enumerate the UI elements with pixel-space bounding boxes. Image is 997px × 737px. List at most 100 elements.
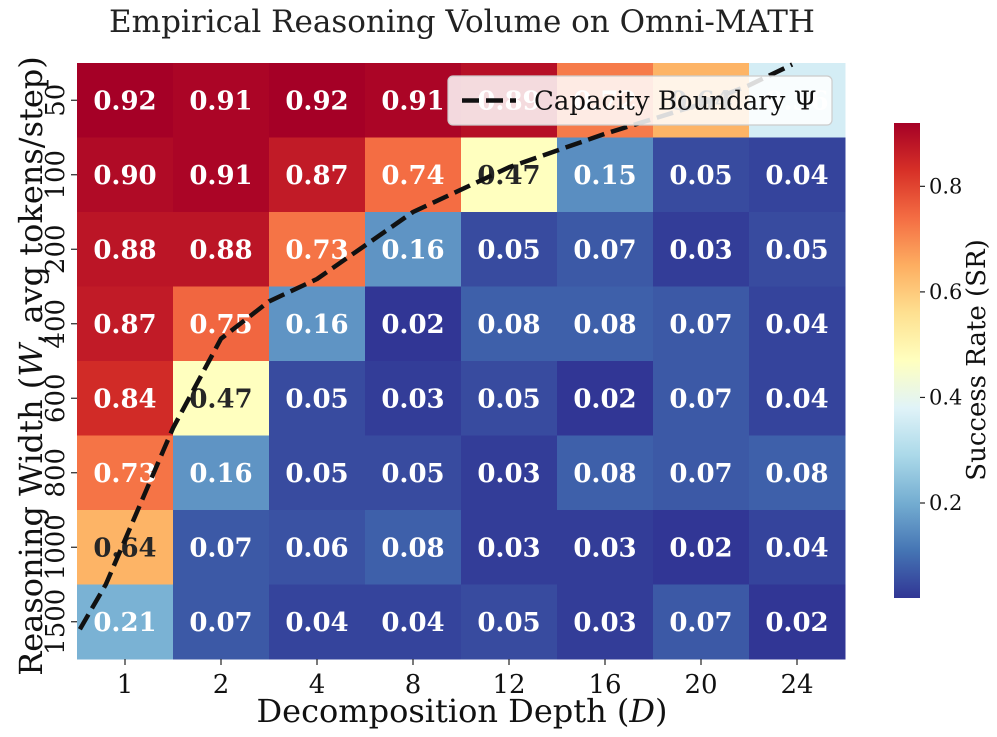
heatmap-cell bbox=[269, 435, 366, 511]
cell-value-label: 0.04 bbox=[765, 384, 828, 414]
cell-value-label: 0.04 bbox=[765, 310, 828, 340]
heatmap-cell bbox=[749, 584, 846, 660]
cell-value-label: 0.05 bbox=[669, 161, 732, 191]
heatmap-cell bbox=[365, 137, 462, 213]
heatmap-cell bbox=[269, 63, 366, 138]
cell-value-label: 0.04 bbox=[765, 161, 828, 191]
heatmap-cell bbox=[173, 212, 270, 287]
cell-value-label: 0.47 bbox=[189, 384, 252, 414]
cell-value-label: 0.05 bbox=[765, 235, 828, 265]
heatmap-cell bbox=[269, 584, 366, 660]
heatmap-cell bbox=[461, 137, 558, 213]
heatmap-cell-labels: 0.920.910.920.910.890.720.640.360.900.91… bbox=[93, 86, 828, 638]
heatmap-cell bbox=[173, 510, 270, 585]
cell-value-label: 0.90 bbox=[93, 161, 156, 191]
heatmap-cell bbox=[461, 212, 558, 287]
cell-value-label: 0.05 bbox=[477, 608, 540, 638]
heatmap-cell bbox=[461, 286, 558, 362]
cell-value-label: 0.88 bbox=[189, 235, 252, 265]
heatmap-cell bbox=[77, 63, 174, 138]
chart-legend: Capacity Boundary Ψ bbox=[447, 75, 833, 126]
heatmap-cell bbox=[77, 584, 174, 660]
cell-value-label: 0.87 bbox=[285, 161, 348, 191]
y-tick-label: 800 bbox=[41, 448, 71, 498]
heatmap-cell bbox=[461, 361, 558, 436]
heatmap-cell bbox=[269, 212, 366, 287]
cell-value-label: 0.16 bbox=[189, 459, 252, 489]
heatmap-cell bbox=[653, 510, 750, 585]
heatmap-cell bbox=[173, 286, 270, 362]
heatmap-cells bbox=[77, 63, 846, 660]
cell-value-label: 0.07 bbox=[189, 608, 252, 638]
cell-value-label: 0.05 bbox=[477, 384, 540, 414]
y-tick-label: 400 bbox=[41, 299, 71, 349]
colorbar: 0.2 0.4 0.6 0.8 bbox=[894, 123, 962, 598]
x-tick-label: 8 bbox=[405, 670, 422, 700]
cell-value-label: 0.03 bbox=[477, 459, 540, 489]
heatmap-cell bbox=[557, 584, 654, 660]
heatmap-cell bbox=[749, 286, 846, 362]
cell-value-label: 0.05 bbox=[381, 459, 444, 489]
heatmap-cell bbox=[653, 435, 750, 511]
x-tick-label: 2 bbox=[213, 670, 230, 700]
heatmap-cell bbox=[749, 137, 846, 213]
cell-value-label: 0.92 bbox=[93, 86, 156, 116]
heatmap-cell bbox=[749, 212, 846, 287]
cell-value-label: 0.84 bbox=[93, 384, 156, 414]
cell-value-label: 0.07 bbox=[669, 384, 732, 414]
heatmap-cell bbox=[653, 286, 750, 362]
heatmap-cell bbox=[653, 212, 750, 287]
heatmap-cell bbox=[173, 137, 270, 213]
colorbar-gradient bbox=[894, 123, 920, 598]
cell-value-label: 0.92 bbox=[285, 86, 348, 116]
heatmap-cell bbox=[365, 435, 462, 511]
cell-value-label: 0.07 bbox=[669, 608, 732, 638]
cell-value-label: 0.02 bbox=[765, 608, 828, 638]
heatmap-cell bbox=[77, 361, 174, 436]
cell-value-label: 0.05 bbox=[285, 384, 348, 414]
heatmap-cell bbox=[365, 212, 462, 287]
cell-value-label: 0.07 bbox=[669, 310, 732, 340]
x-tick-label: 20 bbox=[684, 670, 717, 700]
x-axis-label: Decomposition Depth (D) bbox=[256, 692, 667, 730]
cell-value-label: 0.03 bbox=[477, 533, 540, 563]
heatmap-cell bbox=[749, 361, 846, 436]
heatmap-cell bbox=[653, 584, 750, 660]
x-tick-label: 24 bbox=[780, 670, 813, 700]
y-tick-label: 600 bbox=[41, 373, 71, 423]
cell-value-label: 0.87 bbox=[93, 310, 156, 340]
heatmap-cell bbox=[365, 286, 462, 362]
heatmap-cell bbox=[653, 361, 750, 436]
heatmap-cell bbox=[77, 286, 174, 362]
heatmap-cell bbox=[749, 510, 846, 585]
cell-value-label: 0.08 bbox=[381, 533, 444, 563]
x-tick-label: 4 bbox=[309, 670, 326, 700]
cell-value-label: 0.02 bbox=[669, 533, 732, 563]
heatmap-cell bbox=[557, 510, 654, 585]
cell-value-label: 0.03 bbox=[381, 384, 444, 414]
cell-value-label: 0.73 bbox=[93, 459, 156, 489]
y-tick-label: 1500 bbox=[41, 589, 71, 655]
cell-value-label: 0.88 bbox=[93, 235, 156, 265]
y-tick-label: 1000 bbox=[41, 514, 71, 580]
heatmap-cell bbox=[173, 435, 270, 511]
heatmap-cell bbox=[461, 435, 558, 511]
heatmap-cell bbox=[173, 584, 270, 660]
cell-value-label: 0.02 bbox=[573, 384, 636, 414]
cell-value-label: 0.16 bbox=[285, 310, 348, 340]
cell-value-label: 0.05 bbox=[477, 235, 540, 265]
cell-value-label: 0.91 bbox=[189, 86, 252, 116]
x-tick-label: 16 bbox=[588, 670, 621, 700]
heatmap-cell bbox=[557, 137, 654, 213]
cell-value-label: 0.03 bbox=[573, 533, 636, 563]
heatmap-cell bbox=[269, 361, 366, 436]
colorbar-label: Success Rate (SR) bbox=[962, 239, 992, 480]
heatmap-cell bbox=[365, 361, 462, 436]
cell-value-label: 0.16 bbox=[381, 235, 444, 265]
x-tick-label: 1 bbox=[117, 670, 134, 700]
heatmap-cell bbox=[653, 137, 750, 213]
x-tick-label: 12 bbox=[492, 670, 525, 700]
heatmap-cell bbox=[269, 137, 366, 213]
cell-value-label: 0.02 bbox=[381, 310, 444, 340]
colorbar-tick-label: 0.6 bbox=[929, 280, 962, 304]
